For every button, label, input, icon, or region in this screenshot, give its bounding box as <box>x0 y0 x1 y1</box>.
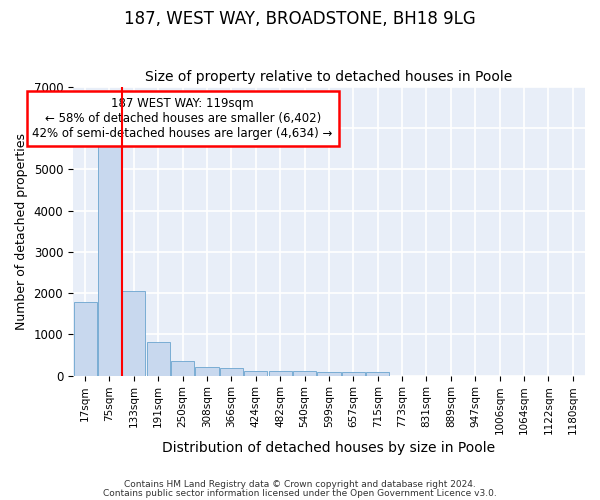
Bar <box>244 370 268 376</box>
Title: Size of property relative to detached houses in Poole: Size of property relative to detached ho… <box>145 70 512 85</box>
Bar <box>269 370 292 376</box>
Text: 187, WEST WAY, BROADSTONE, BH18 9LG: 187, WEST WAY, BROADSTONE, BH18 9LG <box>124 10 476 28</box>
Bar <box>220 368 243 376</box>
Bar <box>146 342 170 376</box>
Bar <box>317 372 341 376</box>
Y-axis label: Number of detached properties: Number of detached properties <box>15 133 28 330</box>
Text: 187 WEST WAY: 119sqm
← 58% of detached houses are smaller (6,402)
42% of semi-de: 187 WEST WAY: 119sqm ← 58% of detached h… <box>32 98 333 140</box>
Text: Contains public sector information licensed under the Open Government Licence v3: Contains public sector information licen… <box>103 488 497 498</box>
Bar <box>293 372 316 376</box>
Bar <box>342 372 365 376</box>
Bar <box>74 302 97 376</box>
Bar <box>366 372 389 376</box>
Bar <box>171 360 194 376</box>
Bar <box>196 366 218 376</box>
X-axis label: Distribution of detached houses by size in Poole: Distribution of detached houses by size … <box>163 441 496 455</box>
Bar <box>98 138 121 376</box>
Bar <box>122 291 145 376</box>
Text: Contains HM Land Registry data © Crown copyright and database right 2024.: Contains HM Land Registry data © Crown c… <box>124 480 476 489</box>
